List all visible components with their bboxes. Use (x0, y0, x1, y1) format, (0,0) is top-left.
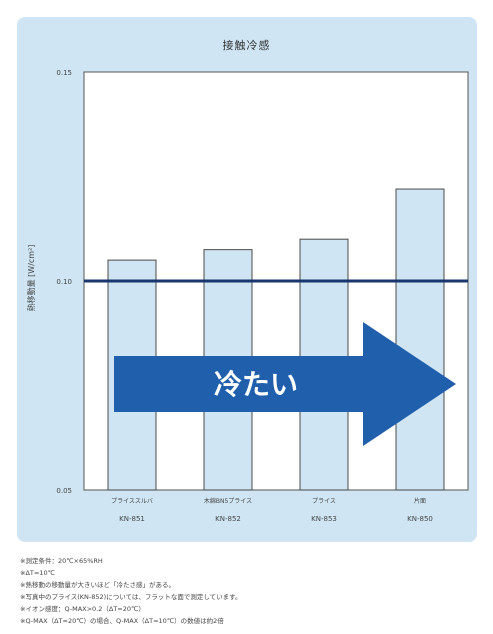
y-axis-label: 熱移動量 [W/cm²] (26, 245, 36, 312)
footnote-line: ※写真中のプライス(KN-852)については、フラットな面で測定しています。 (20, 593, 242, 601)
footnote-line: ※熱移動の移動量が大きいほど「冷たさ感」がある。 (20, 581, 175, 589)
y-tick-label: 0.15 (56, 69, 72, 77)
x-model-label: KN-853 (311, 515, 337, 523)
x-category-label: プライススルバ (111, 498, 153, 505)
footnotes: ※測定条件：20℃×65%RH ※ΔT=10℃ ※熱移動の移動量が大きいほど「冷たさ… (20, 555, 480, 627)
arrow-shape (114, 322, 456, 446)
chart-title: 接触冷感 (222, 39, 271, 52)
footnote-line: ※測定条件：20℃×65%RH (20, 557, 103, 565)
x-model-label: KN-851 (119, 515, 145, 523)
x-model-label: KN-852 (215, 515, 241, 523)
x-category-label: プライス (312, 498, 336, 505)
arrow-label: 冷たい (214, 368, 298, 401)
y-tick-label: 0.05 (56, 487, 72, 495)
x-category-label: 片面 (414, 497, 426, 505)
bar (395, 188, 445, 491)
y-tick-label: 0.10 (56, 278, 72, 286)
footnote-line: ※Q-MAX（ΔT=20℃）の場合、Q-MAX（ΔT=10℃）の数値は約2倍 (20, 617, 224, 625)
footnote-line: ※イオン感度：Q-MAX>0.2（ΔT=20℃） (20, 605, 145, 613)
footnote-line: ※ΔT=10℃ (20, 569, 55, 577)
x-category-label: 木綿BN5プライス (204, 497, 252, 505)
x-model-label: KN-850 (407, 515, 433, 523)
